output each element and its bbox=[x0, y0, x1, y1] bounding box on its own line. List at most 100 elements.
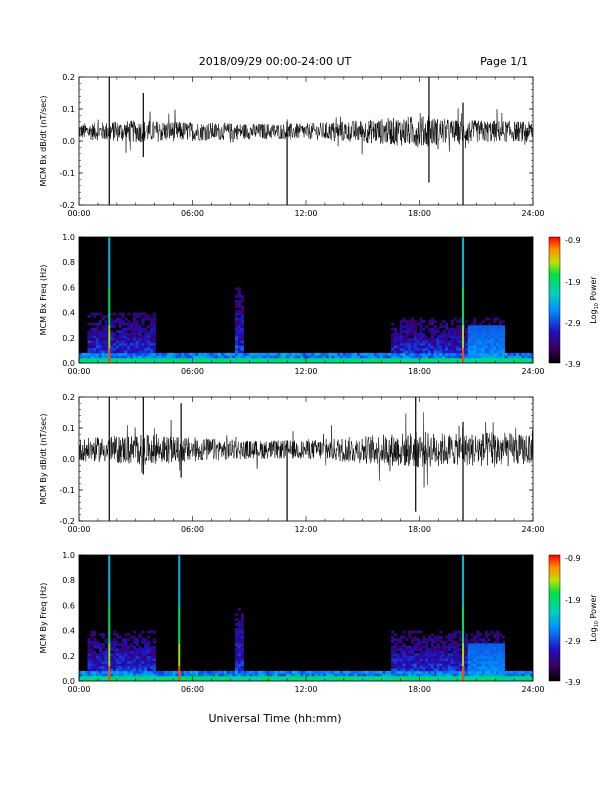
heatmap-cell bbox=[96, 668, 100, 672]
heatmap-cell bbox=[402, 355, 406, 359]
heatmap-cell bbox=[178, 352, 182, 356]
heatmap-cell bbox=[96, 640, 100, 644]
heatmap-cell bbox=[490, 360, 494, 364]
heatmap-streak-cell bbox=[178, 678, 181, 682]
heatmap-cell bbox=[513, 352, 517, 356]
heatmap-cell bbox=[257, 675, 261, 679]
heatmap-cell bbox=[515, 357, 520, 361]
heatmap-cell bbox=[467, 350, 471, 354]
heatmap-cell bbox=[218, 678, 222, 682]
heatmap-cell bbox=[410, 347, 415, 351]
heatmap-cell bbox=[337, 357, 341, 361]
heatmap-cell bbox=[428, 337, 432, 341]
heatmap-cell bbox=[396, 337, 400, 341]
heatmap-cell bbox=[104, 320, 108, 323]
heatmap-cell bbox=[87, 640, 91, 644]
heatmap-cell bbox=[453, 350, 457, 354]
heatmap-cell bbox=[294, 360, 298, 364]
heatmap-cell bbox=[498, 335, 503, 339]
heatmap-cell bbox=[249, 352, 253, 356]
heatmap-cell bbox=[416, 630, 420, 634]
heatmap-cell bbox=[476, 633, 480, 636]
heatmap-cell bbox=[229, 678, 233, 682]
heatmap-cell bbox=[393, 678, 398, 682]
heatmap-cell bbox=[345, 678, 349, 682]
heatmap-cell bbox=[476, 337, 480, 341]
heatmap-cell bbox=[428, 322, 432, 326]
heatmap-cell bbox=[121, 312, 125, 316]
heatmap-cell bbox=[178, 357, 182, 361]
heatmap-cell bbox=[110, 673, 114, 677]
heatmap-cell bbox=[476, 630, 480, 634]
heatmap-cell bbox=[408, 325, 412, 329]
heatmap-cell bbox=[127, 342, 131, 346]
heatmap-cell bbox=[456, 350, 460, 354]
heatmap-cell bbox=[433, 635, 437, 639]
heatmap-cell bbox=[263, 357, 267, 361]
heatmap-cell bbox=[402, 668, 406, 672]
heatmap-cell bbox=[413, 330, 417, 334]
panel-1: 0.20.10.0-0.1-0.200:00 06:00 12:00 18:00 24:… bbox=[39, 73, 545, 218]
heatmap-cell bbox=[445, 640, 449, 644]
heatmap-cell bbox=[447, 342, 452, 346]
heatmap-cell bbox=[93, 643, 97, 647]
heatmap-cell bbox=[132, 347, 137, 351]
heatmap-streak-cell bbox=[108, 320, 111, 323]
heatmap-cell bbox=[507, 352, 511, 356]
heatmap-cell bbox=[459, 325, 463, 329]
heatmap-cell bbox=[223, 352, 227, 356]
heatmap-cell bbox=[235, 350, 239, 354]
heatmap-cell bbox=[101, 663, 105, 667]
heatmap-cell bbox=[118, 648, 122, 652]
heatmap-streak-cell bbox=[108, 572, 111, 576]
heatmap-cell bbox=[110, 670, 114, 674]
heatmap-cell bbox=[410, 330, 415, 334]
heatmap-cell bbox=[430, 668, 434, 672]
heatmap-cell bbox=[416, 675, 420, 679]
heatmap-streak-cell bbox=[108, 322, 111, 326]
heatmap-cell bbox=[152, 658, 156, 662]
heatmap-cell bbox=[436, 350, 440, 354]
heatmap-cell bbox=[422, 660, 426, 664]
heatmap-cell bbox=[487, 330, 491, 334]
heatmap-cell bbox=[144, 345, 148, 349]
heatmap-cell bbox=[430, 660, 434, 664]
heatmap-cell bbox=[484, 650, 488, 654]
heatmap-cell bbox=[430, 327, 434, 331]
heatmap-cell bbox=[121, 663, 125, 667]
heatmap-cell bbox=[447, 327, 452, 331]
heatmap-streak-cell bbox=[178, 587, 181, 591]
heatmap-cell bbox=[442, 345, 446, 349]
heatmap-cell bbox=[206, 357, 210, 361]
heatmap-cell bbox=[90, 640, 94, 644]
y-tick-label: 0.1 bbox=[62, 424, 75, 433]
heatmap-cell bbox=[393, 663, 398, 667]
heatmap-cell bbox=[144, 648, 148, 652]
heatmap-cell bbox=[362, 357, 366, 361]
heatmap-cell bbox=[130, 340, 134, 344]
heatmap-streak-cell bbox=[108, 675, 111, 679]
heatmap-cell bbox=[144, 645, 148, 649]
heatmap-cell bbox=[391, 665, 395, 669]
heatmap-cell bbox=[393, 673, 398, 677]
heatmap-cell bbox=[124, 645, 128, 649]
heatmap-cell bbox=[481, 655, 486, 659]
heatmap-cell bbox=[132, 660, 137, 664]
heatmap-cell bbox=[155, 673, 159, 677]
heatmap-cell bbox=[237, 327, 242, 331]
heatmap-cell bbox=[249, 360, 253, 364]
heatmap-cell bbox=[450, 663, 454, 667]
heatmap-cell bbox=[490, 678, 494, 682]
heatmap-cell bbox=[113, 357, 117, 361]
heatmap-streak-cell bbox=[178, 630, 181, 634]
heatmap-cell bbox=[113, 340, 117, 344]
colorbar-1-label: Log10 Power bbox=[589, 276, 600, 324]
heatmap-cell bbox=[127, 332, 131, 336]
heatmap-cell bbox=[433, 350, 437, 354]
heatmap-cell bbox=[433, 678, 437, 682]
heatmap-cell bbox=[175, 675, 179, 679]
heatmap-cell bbox=[410, 355, 415, 359]
heatmap-cell bbox=[96, 345, 100, 349]
heatmap-cell bbox=[124, 648, 128, 652]
heatmap-cell bbox=[294, 670, 298, 674]
